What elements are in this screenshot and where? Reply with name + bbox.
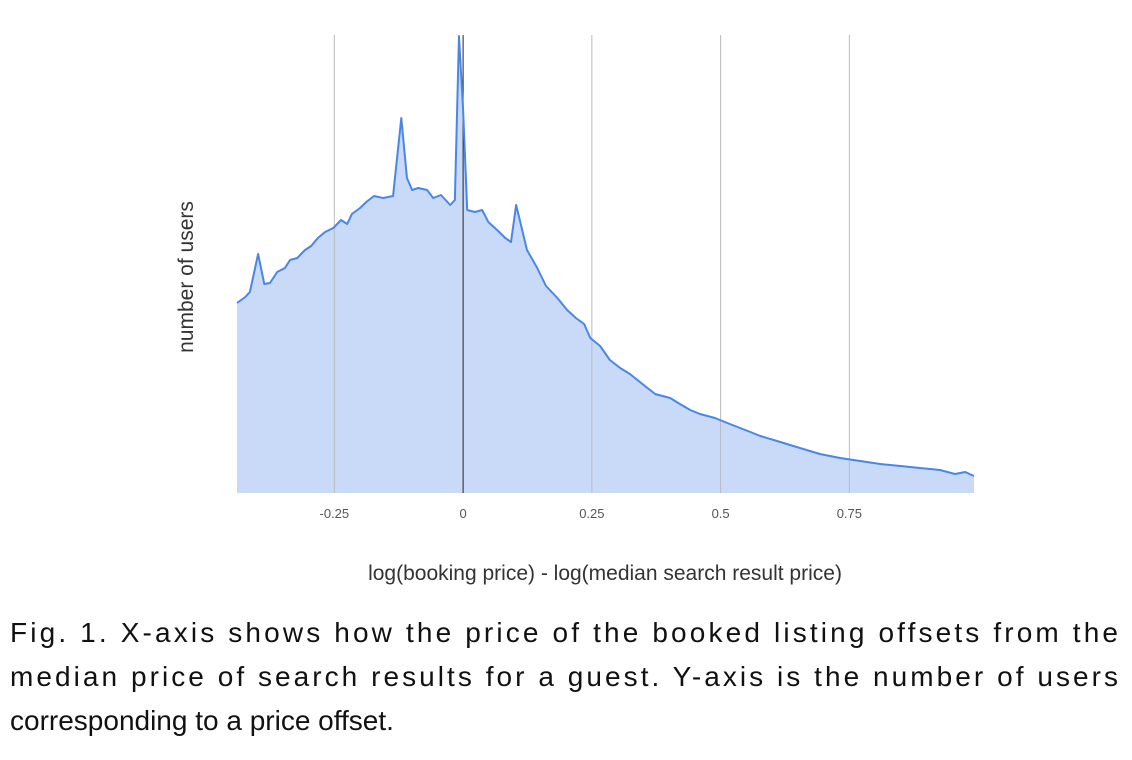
line [236,35,975,477]
caption-line: corresponding to a price offset. [10,705,394,736]
x-axis-label: log(booking price) - log(median search r… [368,562,842,585]
x-tick-label: 0.5 [712,506,730,521]
y-axis-label: number of users [175,201,198,353]
caption-line: median price of search results for a gue… [10,661,1118,692]
area [237,36,974,493]
x-tick-label: -0.25 [320,506,350,521]
x-tick-label: 0 [459,506,466,521]
x-tick-label: 0.75 [837,506,862,521]
caption-line: Fig. 1. X-axis shows how the price of th… [10,617,1118,648]
x-tick-label: 0.25 [579,506,604,521]
